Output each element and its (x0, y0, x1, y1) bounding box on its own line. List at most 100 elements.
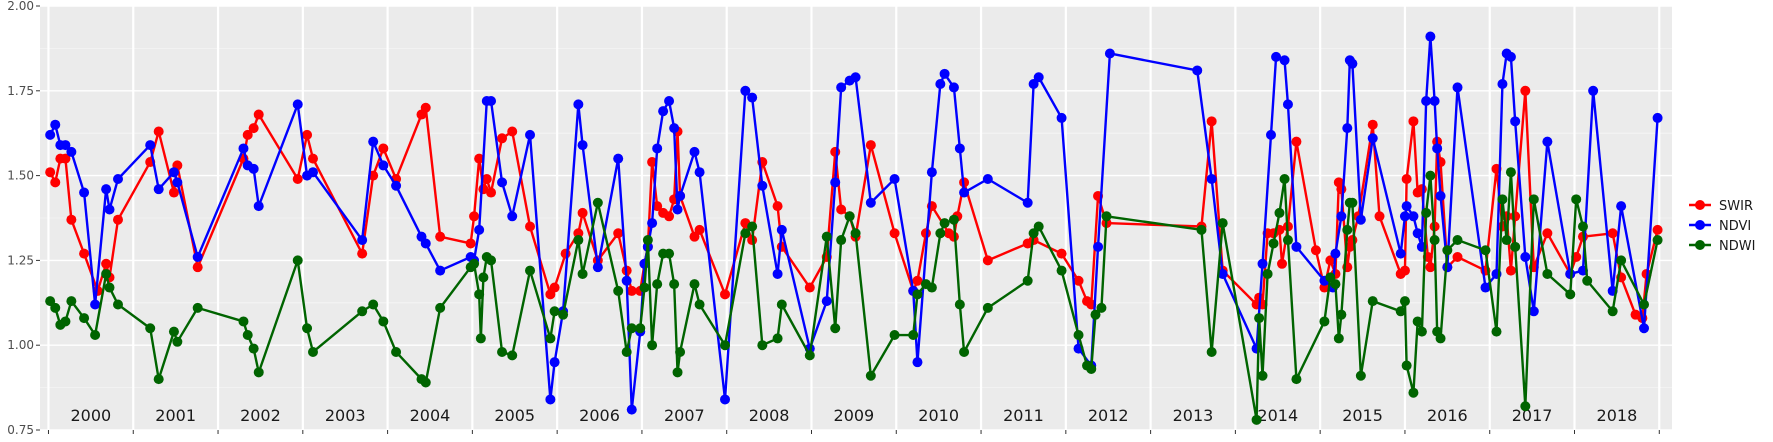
point-ndvi (592, 262, 603, 273)
point-ndvi (357, 235, 368, 246)
point-ndwi (804, 350, 815, 361)
point-ndvi (1342, 123, 1353, 134)
point-ndvi (112, 173, 123, 184)
point-swir (1416, 184, 1427, 195)
point-ndvi (486, 95, 497, 106)
point-ndwi (1254, 313, 1265, 324)
legend-key-point (1695, 240, 1705, 250)
point-swir (1452, 252, 1463, 263)
point-ndwi (66, 296, 77, 307)
point-ndwi (486, 255, 497, 266)
point-ndwi (145, 323, 156, 334)
point-ndwi (1639, 299, 1650, 310)
point-ndwi (850, 228, 861, 239)
point-ndvi (1257, 258, 1268, 269)
point-ndvi (1425, 31, 1436, 42)
point-ndvi (1217, 268, 1228, 279)
point-ndvi (168, 167, 179, 178)
year-label-2003: 2003 (325, 406, 366, 425)
point-ndwi (672, 367, 683, 378)
point-ndwi (652, 279, 663, 290)
point-swir (101, 258, 112, 269)
point-swir (420, 102, 431, 113)
legend-item-swir: SWIR (1689, 199, 1753, 214)
point-ndvi (145, 140, 156, 151)
point-ndvi (45, 129, 56, 140)
point-ndvi (1399, 211, 1410, 222)
point-ndwi (1251, 414, 1262, 425)
point-ndwi (1399, 296, 1410, 307)
year-label-2015: 2015 (1342, 406, 1383, 425)
point-ndvi (192, 252, 203, 263)
point-ndvi (850, 72, 861, 83)
point-ndwi (1319, 316, 1330, 327)
point-swir (889, 228, 900, 239)
point-swir (1399, 265, 1410, 276)
year-label-2017: 2017 (1512, 406, 1553, 425)
y-tick-label: 1.25 (7, 253, 34, 267)
point-ndwi (478, 272, 489, 283)
point-swir (836, 204, 847, 215)
point-swir (560, 248, 571, 259)
point-ndvi (836, 82, 847, 93)
point-ndwi (507, 350, 518, 361)
point-ndwi (621, 346, 632, 357)
point-swir (497, 133, 508, 144)
point-ndvi (1022, 197, 1033, 208)
point-ndwi (1291, 374, 1302, 385)
point-ndwi (639, 282, 650, 293)
point-ndvi (664, 95, 675, 106)
point-swir (507, 126, 518, 137)
point-ndwi (1282, 235, 1293, 246)
point-ndvi (1282, 99, 1293, 110)
point-swir (474, 153, 485, 164)
legend-key-point (1695, 220, 1705, 230)
point-ndwi (1367, 296, 1378, 307)
legend-key-point (1695, 200, 1705, 210)
point-ndwi (1421, 207, 1432, 218)
point-ndvi (153, 184, 164, 195)
point-swir (192, 262, 203, 273)
point-ndwi (1429, 235, 1440, 246)
point-ndvi (757, 180, 768, 191)
point-ndvi (1542, 136, 1553, 147)
year-label-2010: 2010 (918, 406, 959, 425)
point-ndwi (830, 323, 841, 334)
point-ndvi (573, 99, 584, 110)
point-swir (865, 140, 876, 151)
point-ndwi (1279, 173, 1290, 184)
point-ndwi (168, 326, 179, 337)
point-ndwi (391, 346, 402, 357)
point-ndwi (1607, 306, 1618, 317)
point-swir (694, 224, 705, 235)
point-ndwi (497, 346, 508, 357)
point-ndwi (592, 197, 603, 208)
point-swir (525, 221, 536, 232)
point-ndwi (79, 313, 90, 324)
point-ndwi (720, 340, 731, 351)
point-swir (652, 201, 663, 212)
point-swir (613, 228, 624, 239)
point-ndvi (772, 268, 783, 279)
point-ndwi (153, 374, 164, 385)
point-ndwi (1452, 235, 1463, 246)
point-ndwi (889, 330, 900, 341)
point-swir (357, 248, 368, 259)
point-ndwi (912, 289, 923, 300)
year-label-2012: 2012 (1088, 406, 1129, 425)
point-swir (1510, 211, 1521, 222)
point-ndwi (1033, 221, 1044, 232)
point-ndwi (1333, 333, 1344, 344)
point-ndvi (474, 224, 485, 235)
point-swir (378, 143, 389, 154)
point-ndwi (844, 211, 855, 222)
year-label-2011: 2011 (1003, 406, 1044, 425)
point-swir (549, 282, 560, 293)
point-ndvi (1093, 241, 1104, 252)
point-ndvi (694, 167, 705, 178)
year-label-2001: 2001 (155, 406, 196, 425)
point-swir (830, 146, 841, 157)
point-swir (1505, 265, 1516, 276)
point-ndvi (307, 167, 318, 178)
point-ndvi (1497, 79, 1508, 90)
